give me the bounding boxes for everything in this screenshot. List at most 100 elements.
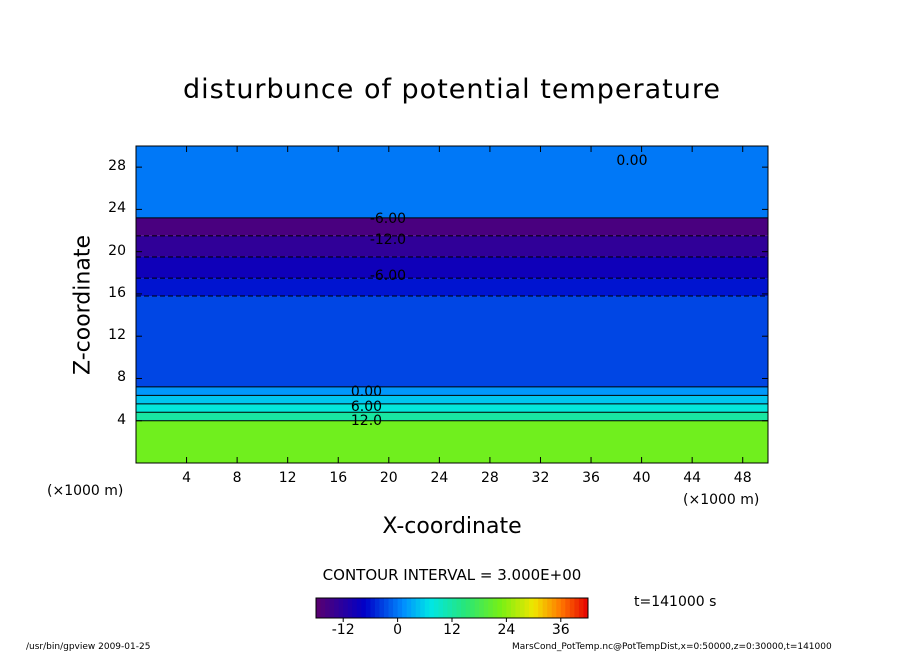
- colorbar: [315, 597, 589, 622]
- colorbar-segment-29: [447, 598, 453, 618]
- colorbar-tick-label-3: 24: [497, 622, 516, 638]
- colorbar-segment-9: [356, 598, 362, 618]
- contour-label-5: 12.0: [350, 412, 383, 429]
- contour-label-0: -6.00: [369, 210, 407, 227]
- x-tick-label-5: 24: [430, 470, 449, 486]
- colorbar-segment-55: [565, 598, 571, 618]
- chart-title: disturbunce of potential temperature: [183, 74, 721, 105]
- x-tick-label-10: 44: [683, 470, 702, 486]
- colorbar-segment-0: [316, 598, 322, 618]
- colorbar-segment-28: [442, 598, 448, 618]
- heatmap-bands: [136, 146, 768, 463]
- colorbar-segment-25: [429, 598, 435, 618]
- footer-left: /usr/bin/gpview 2009-01-25: [26, 642, 151, 652]
- x-axis-label: X-coordinate: [382, 514, 522, 539]
- colorbar-segment-13: [374, 598, 380, 618]
- x-tick-label-1: 8: [232, 470, 242, 486]
- colorbar-segment-57: [574, 598, 580, 618]
- colorbar-segment-52: [551, 598, 557, 618]
- colorbar-segment-24: [424, 598, 430, 618]
- contour-lines: [136, 217, 768, 422]
- y-tick-label-3: 16: [108, 284, 126, 301]
- colorbar-segment-21: [411, 598, 417, 618]
- colorbar-segment-43: [510, 598, 516, 618]
- colorbar-segment-16: [388, 598, 394, 618]
- heatmap-band-4: [136, 386, 768, 396]
- plot-frame: [135, 145, 769, 464]
- heatmap-band-9: [136, 217, 768, 236]
- heatmap-band-1: [136, 412, 768, 421]
- colorbar-segment-34: [470, 598, 476, 618]
- colorbar-segment-51: [547, 598, 553, 618]
- colorbar-segment-58: [578, 598, 584, 618]
- y-tick-label-1: 8: [117, 369, 126, 386]
- colorbar-segment-15: [384, 598, 390, 618]
- colorbar-segment-50: [542, 598, 548, 618]
- x-unit-left: (×1000 m): [47, 483, 124, 499]
- contour-label-4: 6.00: [350, 399, 383, 416]
- time-label: t=141000 s: [634, 594, 717, 610]
- colorbar-segment-46: [524, 598, 530, 618]
- x-tick-label-9: 40: [632, 470, 651, 486]
- colorbar-segment-39: [492, 598, 498, 618]
- y-tick-label-4: 20: [108, 242, 126, 259]
- colorbar-segment-12: [370, 598, 376, 618]
- colorbar-segment-10: [361, 598, 367, 618]
- colorbar-segment-14: [379, 598, 385, 618]
- y-tick-label-6: 28: [108, 158, 126, 175]
- contour-interval-label: CONTOUR INTERVAL = 3.000E+00: [322, 566, 582, 584]
- colorbar-segment-19: [402, 598, 408, 618]
- heatmap-band-10: [136, 146, 768, 218]
- colorbar-segment-18: [397, 598, 403, 618]
- colorbar-segment-40: [497, 598, 503, 618]
- heatmap-band-2: [136, 403, 768, 413]
- colorbar-segment-7: [347, 598, 353, 618]
- x-tick-label-0: 4: [182, 470, 191, 486]
- colorbar-segment-49: [538, 598, 544, 618]
- colorbar-segment-56: [569, 598, 575, 618]
- colorbar-segment-59: [583, 598, 589, 618]
- heatmap-band-0: [136, 420, 768, 463]
- colorbar-tick-label-2: 12: [443, 622, 461, 638]
- colorbar-segment-5: [338, 598, 344, 618]
- contour-label-1: -12.0: [369, 232, 407, 249]
- colorbar-segment-42: [506, 598, 512, 618]
- x-tick-label-7: 32: [531, 470, 550, 486]
- colorbar-segment-23: [420, 598, 426, 618]
- colorbar-segment-1: [320, 598, 326, 618]
- y-tick-label-5: 24: [108, 200, 126, 217]
- colorbar-segment-22: [415, 598, 421, 618]
- colorbar-segment-36: [479, 598, 485, 618]
- contour-label-3: 0.00: [350, 384, 383, 401]
- x-unit-right: (×1000 m): [683, 492, 760, 508]
- y-tick-label-0: 4: [117, 411, 126, 428]
- colorbar-segment-26: [433, 598, 439, 618]
- colorbar-tick-label-0: -12: [331, 622, 355, 638]
- x-tick-label-6: 28: [480, 470, 499, 486]
- contour-label-2: -6.00: [369, 268, 407, 285]
- heatmap-band-3: [136, 395, 768, 404]
- x-tick-label-8: 36: [582, 470, 600, 486]
- colorbar-segment-45: [520, 598, 526, 618]
- heatmap-band-5: [136, 296, 768, 387]
- x-tick-label-2: 12: [278, 470, 297, 486]
- colorbar-segment-4: [334, 598, 340, 618]
- colorbar-segment-17: [393, 598, 399, 618]
- colorbar-segment-27: [438, 598, 444, 618]
- colorbar-segment-35: [474, 598, 480, 618]
- colorbar-segment-44: [515, 598, 521, 618]
- heatmap-band-7: [136, 256, 768, 279]
- x-tick-label-11: 48: [733, 470, 752, 486]
- colorbar-segment-2: [325, 598, 331, 618]
- heatmap-band-6: [136, 278, 768, 297]
- colorbar-segment-30: [452, 598, 458, 618]
- colorbar-segment-53: [556, 598, 562, 618]
- colorbar-segment-41: [501, 598, 507, 618]
- colorbar-segment-31: [456, 598, 462, 618]
- colorbar-segment-8: [352, 598, 358, 618]
- colorbar-segment-3: [329, 598, 335, 618]
- colorbar-segment-47: [529, 598, 535, 618]
- colorbar-segment-32: [461, 598, 467, 618]
- colorbar-segment-6: [343, 598, 349, 618]
